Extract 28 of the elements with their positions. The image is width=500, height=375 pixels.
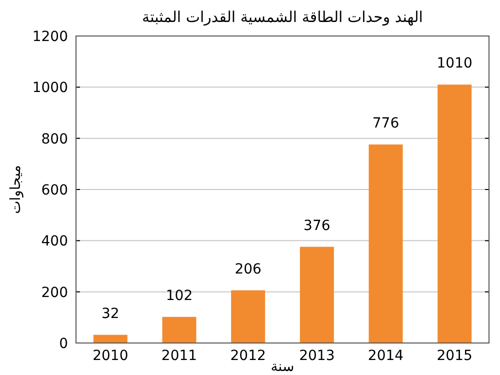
data-label: 776 [372,115,400,132]
data-label: 32 [102,306,120,322]
bar [231,290,266,343]
y-tick-label: 200 [41,284,68,301]
data-label: 102 [166,288,193,304]
x-tick-label: 2015 [436,348,472,364]
data-label: 1010 [436,56,472,72]
y-axis-title: ميجاوات [8,165,24,214]
y-tick-label: 600 [41,182,68,198]
y-tick-label: 0 [59,336,68,352]
x-tick-label: 2012 [230,348,266,364]
y-tick-label: 1200 [32,29,68,45]
y-tick-label: 800 [41,131,68,148]
x-tick-label: 2014 [368,348,404,364]
x-tick-label: 2010 [92,348,128,364]
x-tick-label: 2013 [299,348,335,364]
bar [93,334,128,343]
data-label: 376 [304,218,330,234]
y-tick-label: 400 [41,234,68,250]
bar [162,316,196,343]
x-axis-title: سنة [270,359,294,375]
y-tick-label: 1000 [32,80,68,96]
chart-title: الهند وحدات الطاقة الشمسية القدرات المثبتة [142,8,423,26]
data-label: 206 [234,261,262,278]
bar [438,84,472,343]
x-tick-label: 2011 [161,348,198,364]
bar [300,246,334,343]
bar [368,144,403,343]
